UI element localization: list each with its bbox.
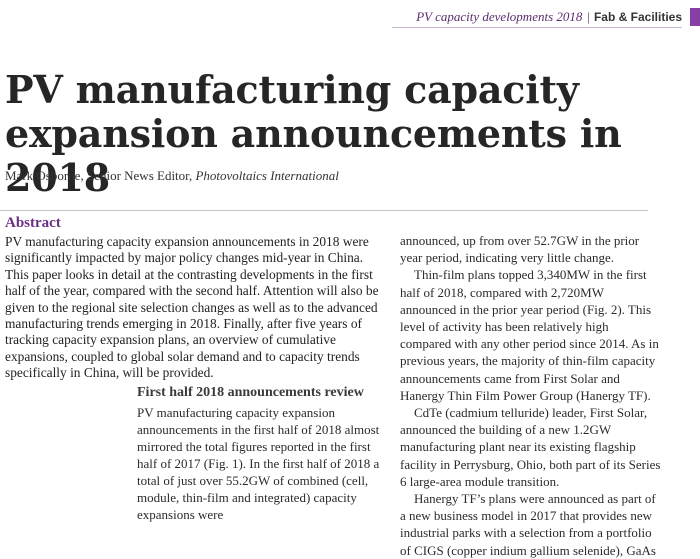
byline-rule	[0, 210, 648, 211]
section-heading: First half 2018 announcements review	[137, 385, 364, 400]
running-header: PV capacity developments 2018 | Fab & Fa…	[416, 8, 700, 26]
header-separator: |	[586, 9, 590, 24]
body-column-middle: PV manufacturing capacity expansion anno…	[137, 404, 382, 523]
body-paragraph: Hanergy TF’s plans were announced as par…	[400, 491, 656, 558]
article-title: PV manufacturing capacity expansion anno…	[5, 67, 622, 200]
header-section-title: PV capacity developments 2018	[416, 9, 583, 24]
abstract-heading: Abstract	[5, 215, 61, 231]
body-paragraph: CdTe (cadmium telluride) leader, First S…	[400, 405, 661, 489]
header-color-tab	[690, 8, 700, 26]
abstract-text: PV manufacturing capacity expansion anno…	[5, 234, 379, 381]
header-rule	[392, 27, 682, 28]
body-paragraph: PV manufacturing capacity expansion anno…	[137, 405, 380, 522]
header-category: Fab & Facilities	[593, 10, 682, 24]
body-column-right: announced, up from over 52.7GW in the pr…	[400, 232, 662, 559]
body-paragraph: Thin-film plans topped 3,340MW in the fi…	[400, 267, 659, 403]
byline-publication: Photovoltaics International	[195, 168, 339, 183]
byline: Mark Osborne, Senior News Editor, Photov…	[5, 168, 339, 184]
byline-author: Mark Osborne, Senior News Editor,	[5, 168, 196, 183]
body-paragraph: announced, up from over 52.7GW in the pr…	[400, 233, 640, 266]
